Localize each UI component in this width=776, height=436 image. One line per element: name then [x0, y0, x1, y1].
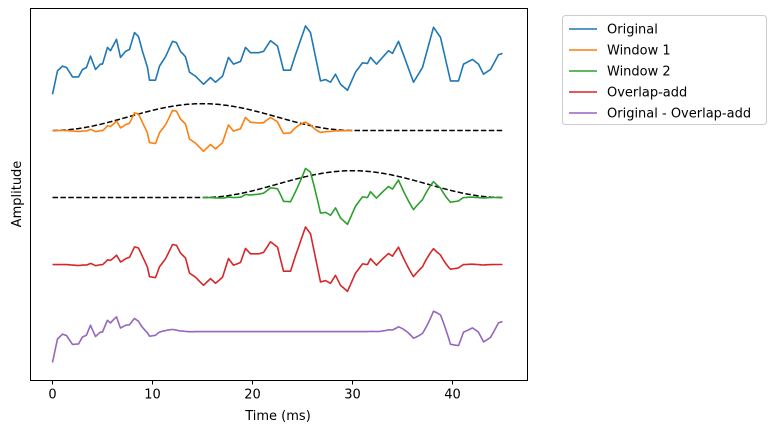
x-tick-label: 0: [48, 388, 56, 403]
plot-lines: [51, 25, 503, 363]
series-line-overlap-add: [52, 226, 503, 293]
x-axis-label: Time (ms): [244, 409, 311, 424]
x-tick-label: 30: [344, 388, 361, 403]
legend-label: Original - Overlap-add: [607, 107, 751, 122]
series-line-window-2: [202, 167, 503, 226]
legend-label: Window 1: [607, 44, 671, 59]
x-tick-label: 40: [444, 388, 461, 403]
legend-label: Overlap-add: [607, 86, 687, 101]
legend-frame: [562, 15, 767, 125]
legend: Original Window 1 Window 2 Overlap-add Origi…: [562, 15, 767, 125]
window-1-dashed-curve: [52, 102, 503, 132]
window-2-dashed-curve: [52, 169, 503, 199]
series-line-original: [51, 25, 503, 95]
series-line-window-1: [52, 109, 353, 153]
x-tick-label: 10: [144, 388, 161, 403]
y-axis-label: Amplitude: [10, 161, 25, 228]
x-axis-ticks: 0 10 20 30 40: [48, 380, 461, 403]
series-line-original-overlap-add: [51, 310, 503, 363]
legend-label: Original: [607, 23, 658, 38]
x-tick-label: 20: [244, 388, 261, 403]
plot-frame: [30, 8, 528, 381]
legend-label: Window 2: [607, 65, 671, 80]
